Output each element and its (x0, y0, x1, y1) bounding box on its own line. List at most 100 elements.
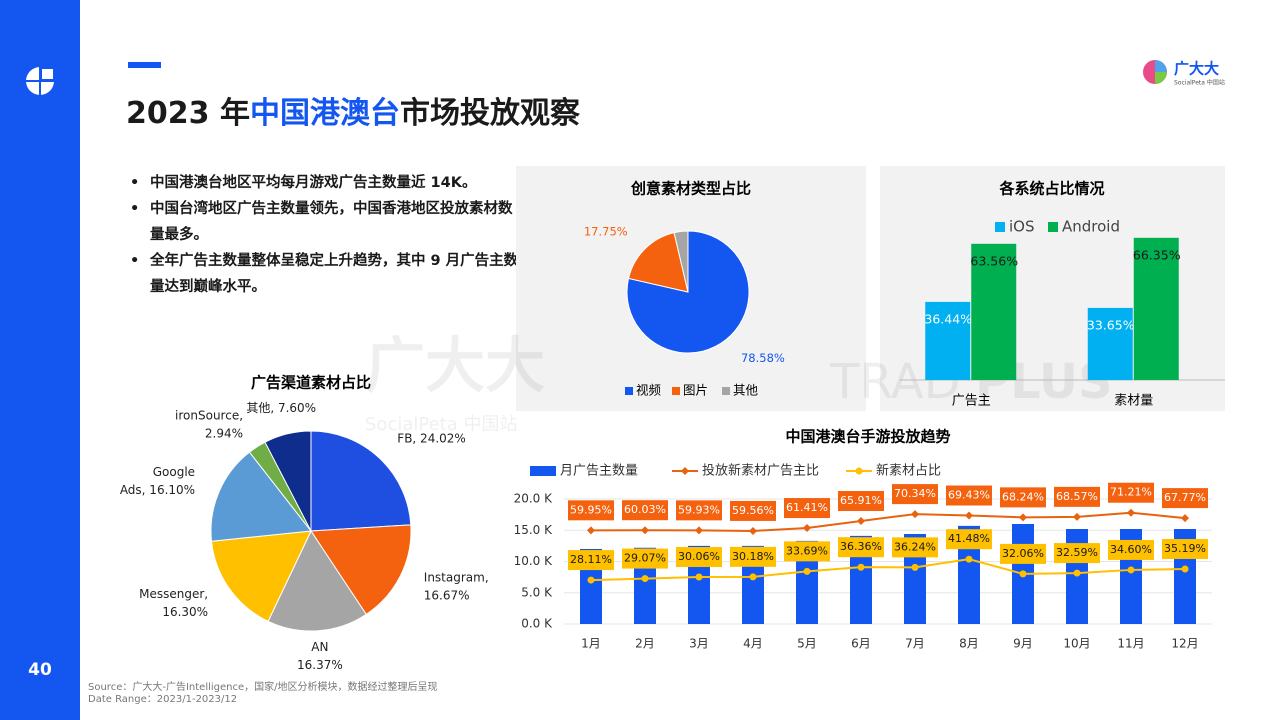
bar (1087, 307, 1133, 380)
legend-label: 投放新素材广告主比 (702, 463, 819, 479)
data-label: 30.06% (678, 550, 720, 563)
source-line: Date Range：2023/1-2023/12 (88, 694, 238, 705)
data-label: 59.95% (570, 503, 612, 516)
page-number: 40 (28, 660, 52, 680)
legend-label: 新素材占比 (876, 463, 941, 479)
marker (1073, 512, 1081, 521)
label-box (1000, 543, 1046, 564)
label-box (838, 537, 884, 558)
x-tick-label: 广告主 (952, 394, 991, 409)
pie-slice (264, 430, 312, 532)
data-label: 16.30% (162, 605, 208, 619)
label-box (1162, 539, 1208, 560)
logo-subtext: SocialPeta 中国站 (1174, 79, 1225, 87)
marker (1127, 566, 1135, 574)
data-label: 36.44% (924, 311, 972, 326)
chart-title: 创意素材类型占比 (630, 180, 751, 198)
y-tick-label: 15.0 K (514, 523, 554, 537)
marker (641, 526, 649, 535)
source: Source：广大大-广告Intelligence，国家/地区分析模块，数据经过… (88, 682, 438, 706)
data-label: 66.35% (1133, 247, 1181, 262)
data-label: 68.24% (1002, 490, 1044, 503)
marker (587, 526, 595, 535)
data-label: 33.65% (1087, 317, 1135, 332)
label-box (568, 550, 614, 571)
legend-swatch (995, 222, 1005, 232)
data-label: 其他, 7.60% (246, 401, 316, 415)
marker (1181, 565, 1189, 573)
data-label: 16.37% (297, 658, 343, 672)
title-part: 市场投放观察 (399, 96, 580, 131)
label-box (622, 500, 668, 521)
data-label: 67.77% (1164, 491, 1206, 504)
x-tick-label: 12月 (1171, 637, 1198, 651)
legend-swatch (625, 387, 633, 395)
title-part: 2023 年 (126, 96, 250, 131)
line (590, 511, 1186, 532)
data-label: 61.41% (786, 501, 828, 514)
label-box (838, 491, 884, 512)
legend-marker (681, 467, 689, 475)
x-tick-label: 4月 (743, 637, 763, 651)
data-label: 33.69% (786, 544, 828, 557)
label-box (676, 500, 722, 521)
bar (796, 540, 818, 624)
data-label: Instagram, (424, 571, 489, 585)
data-label: 17.75% (584, 225, 628, 239)
label-box (892, 537, 938, 558)
legend-label: 月广告主数量 (560, 464, 638, 479)
bar (1133, 237, 1179, 380)
data-label: Google (153, 465, 195, 479)
marker (749, 573, 757, 581)
label-box (1054, 543, 1100, 564)
data-label: 63.56% (970, 253, 1018, 268)
source-line: Source：广大大-广告Intelligence，国家/地区分析模块，数据经过… (88, 682, 438, 693)
x-tick-label: 9月 (1013, 637, 1033, 651)
data-label: 68.57% (1056, 490, 1098, 503)
marker (803, 567, 811, 575)
label-box (568, 500, 614, 521)
pie-slice (310, 524, 412, 616)
label-box (946, 529, 992, 550)
side-icon (26, 67, 55, 95)
bar (850, 535, 872, 624)
x-tick-label: 6月 (851, 637, 871, 651)
marker (695, 526, 703, 535)
pie-slice (210, 451, 312, 542)
title-part: 中国港澳台 (249, 96, 400, 131)
legend-label: 图片 (683, 383, 708, 398)
line (590, 558, 1186, 582)
legend-swatch (672, 387, 680, 395)
data-label: 41.48% (948, 532, 990, 545)
title-accent (128, 62, 161, 68)
y-tick-label: 0.0 K (521, 617, 553, 631)
legend-swatch (1048, 222, 1058, 232)
data-label: 71.21% (1110, 486, 1152, 499)
x-tick-label: 10月 (1063, 637, 1090, 651)
data-label: 30.18% (732, 550, 774, 563)
bullet-list: 中国港澳台地区平均每月游戏广告主数量近 14K。 中国台湾地区广告主数量领先，中… (130, 170, 522, 300)
data-label: 29.07% (624, 552, 666, 565)
data-label: 2.94% (205, 426, 243, 440)
legend-swatch (722, 387, 730, 395)
title: 2023 年中国港澳台市场投放观察 (126, 88, 580, 132)
label-box (946, 485, 992, 506)
legend-label: iOS (1009, 218, 1035, 236)
chart-title: 各系统占比情况 (998, 180, 1104, 198)
label-box (1108, 482, 1154, 503)
marker (1019, 570, 1027, 578)
chart-title: 广告渠道素材占比 (251, 374, 371, 392)
legend-label: 其他 (733, 383, 759, 398)
y-tick-label: 5.0 K (521, 585, 553, 599)
label-box (892, 484, 938, 505)
data-label: 34.60% (1110, 543, 1152, 556)
data-label: 59.56% (732, 504, 774, 517)
bullet: 中国港澳台地区平均每月游戏广告主数量近 14K。 (130, 170, 522, 196)
x-tick-label: 8月 (959, 637, 979, 651)
data-label: Ads, 16.10% (120, 483, 195, 497)
x-tick-label: 7月 (905, 637, 925, 651)
data-label: 36.24% (894, 540, 936, 553)
bar (958, 525, 980, 624)
x-tick-label: 素材量 (1114, 394, 1153, 409)
